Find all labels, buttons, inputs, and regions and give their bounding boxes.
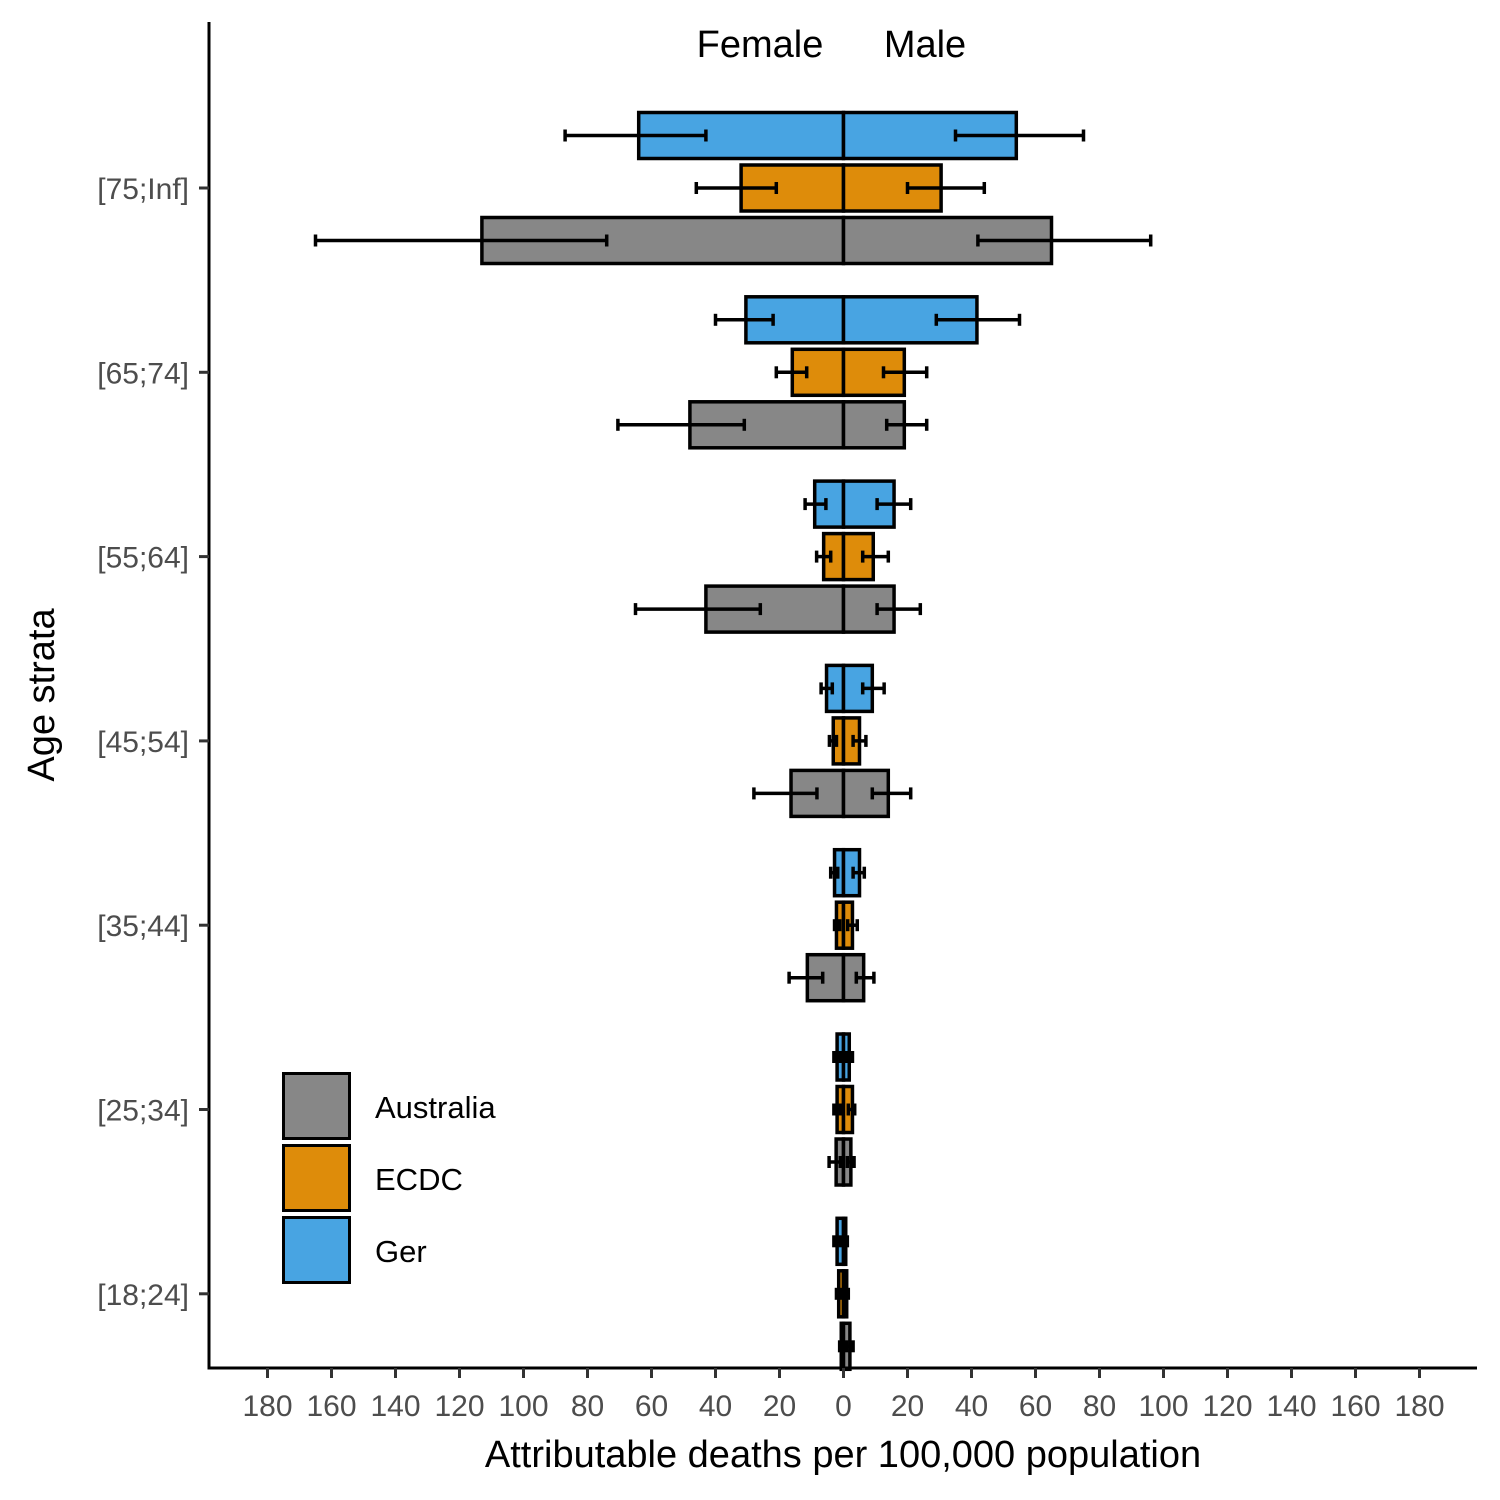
x-tick-label: 20	[763, 1390, 796, 1423]
x-tick-label: 80	[1083, 1390, 1116, 1423]
bars-layer	[313, 110, 1153, 1372]
x-tick-label: 160	[306, 1390, 356, 1423]
x-tick-label: 120	[1202, 1390, 1252, 1423]
bar-group-ger	[832, 1032, 855, 1082]
x-tick-label: 60	[1019, 1390, 1052, 1423]
x-tick-label: 120	[434, 1390, 484, 1423]
y-tick-label: [18;24]	[97, 1279, 189, 1312]
x-tick-label: 60	[635, 1390, 668, 1423]
bar-group-ecdc	[834, 1269, 851, 1319]
bar-group-australia	[827, 1137, 856, 1187]
y-tick-label: [65;74]	[97, 357, 189, 390]
legend-item-ecdc: ECDC	[282, 1144, 463, 1212]
x-tick-label: 180	[242, 1390, 292, 1423]
title-male: Male	[884, 24, 966, 66]
x-axis-title: Attributable deaths per 100,000 populati…	[485, 1434, 1201, 1476]
bar-male-australia	[841, 215, 1054, 266]
x-tick-label: 100	[498, 1390, 548, 1423]
x-tick-label: 80	[571, 1390, 604, 1423]
legend: Australia ECDC Ger	[282, 1072, 496, 1284]
bar-group-ecdc	[814, 531, 891, 582]
legend-label-ecdc: ECDC	[375, 1162, 463, 1197]
x-tick-label: 40	[955, 1390, 988, 1423]
legend-item-australia: Australia	[282, 1072, 496, 1140]
x-tick-label: 100	[1138, 1390, 1188, 1423]
bar-group-ecdc	[832, 1084, 857, 1135]
y-tick-label: [35;44]	[97, 910, 189, 943]
y-tick-label: [25;34]	[97, 1095, 189, 1128]
x-tick-label: 0	[835, 1390, 852, 1423]
legend-item-ger: Ger	[282, 1216, 427, 1284]
bar-group-ger	[563, 110, 1086, 161]
x-tick-label: 160	[1330, 1390, 1380, 1423]
legend-swatch-ecdc	[282, 1144, 351, 1212]
title-female: Female	[697, 24, 824, 66]
x-tick-label: 40	[699, 1390, 732, 1423]
bar-group-australia	[313, 215, 1153, 266]
bar-group-australia	[837, 1321, 855, 1372]
bar-group-australia	[787, 952, 876, 1003]
bar-group-ecdc	[832, 900, 860, 950]
bar-group-ecdc	[774, 347, 929, 398]
bar-group-ger	[713, 295, 1022, 345]
x-ticks: 180 160 140 120 100 80 60 40 20 0 20 40 60 80 100 120 14…	[242, 1368, 1445, 1423]
bar-female-australia	[704, 584, 846, 634]
x-tick-label: 140	[370, 1390, 420, 1423]
bar-group-ecdc	[694, 163, 987, 213]
x-tick-label: 180	[1394, 1390, 1444, 1423]
bar-group-ger	[832, 1216, 850, 1267]
legend-swatch-australia	[282, 1072, 351, 1140]
y-tick-label: [55;64]	[97, 542, 189, 575]
y-tick-label: [75;Inf]	[97, 173, 189, 206]
x-tick-label: 140	[1266, 1390, 1316, 1423]
bar-group-australia	[616, 400, 929, 450]
y-tick-label: [45;54]	[97, 726, 189, 759]
bar-group-australia	[633, 584, 923, 634]
x-tick-label: 20	[891, 1390, 924, 1423]
legend-label-ger: Ger	[375, 1234, 427, 1269]
y-ticks: [75;Inf] [65;74] [55;64] [45;54] [35;44] [25;…	[97, 173, 209, 1312]
y-axis-title: Age strata	[21, 608, 63, 782]
legend-swatch-ger	[282, 1216, 351, 1284]
bar-group-australia	[752, 768, 913, 819]
bar-group-ger	[803, 479, 913, 529]
bar-group-ger	[819, 663, 886, 714]
bar-group-ger	[828, 847, 867, 898]
bar-group-ecdc	[827, 716, 868, 766]
legend-label-australia: Australia	[375, 1090, 496, 1125]
